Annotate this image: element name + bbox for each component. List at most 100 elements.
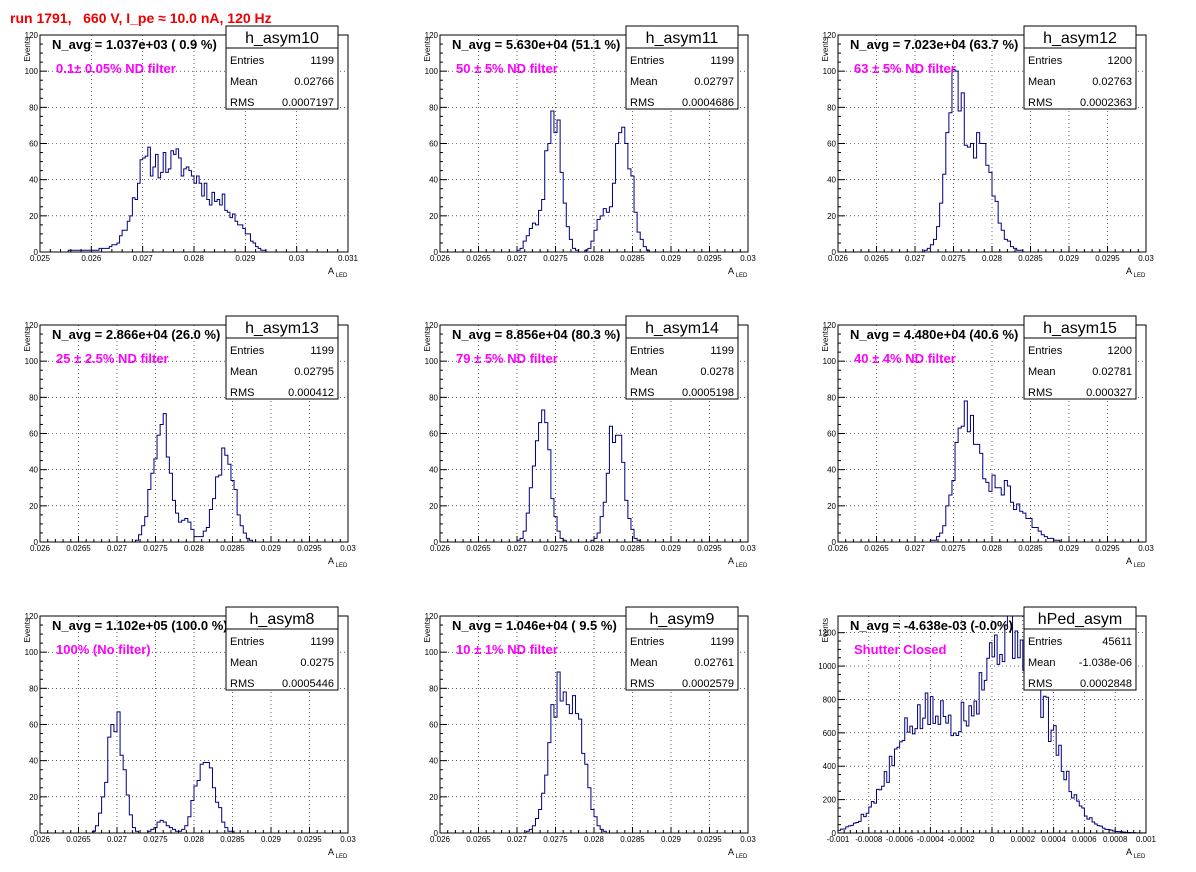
stat-value: 0.0005446 xyxy=(282,678,334,690)
stat-label: Mean xyxy=(1028,76,1056,88)
x-tick-label: 0.029 xyxy=(661,835,682,844)
x-tick-label: -0.0008 xyxy=(855,835,883,844)
stat-value: 0.0002848 xyxy=(1080,678,1132,690)
x-tick-label: 0.0275 xyxy=(941,254,966,263)
y-tick-label: 80 xyxy=(29,684,38,693)
stat-value: 0.0007197 xyxy=(282,97,334,109)
y-tick-label: 80 xyxy=(429,103,438,112)
x-tick-label: 0.026 xyxy=(81,254,102,263)
stat-label: RMS xyxy=(1028,387,1052,399)
x-axis-title: A LED xyxy=(328,556,348,569)
x-tick-label: 0 xyxy=(990,835,995,844)
stat-label: Entries xyxy=(230,636,265,648)
y-tick-label: 1000 xyxy=(818,662,836,671)
navg-label: N_avg = 1.037e+03 ( 0.9 %) xyxy=(52,37,217,52)
x-tick-label: 0.028 xyxy=(184,544,205,553)
x-axis-title: A LED xyxy=(1126,266,1146,279)
y-tick-label: 80 xyxy=(827,103,836,112)
y-tick-label: 40 xyxy=(29,757,38,766)
x-tick-label: 0.03 xyxy=(740,835,756,844)
y-tick-label: 40 xyxy=(29,466,38,475)
histogram-panel-h_asym13: 0.026 0.0265 0.027 0.0275 0.028 0.0285 0.029 0.… xyxy=(23,315,356,569)
y-tick-label: 40 xyxy=(429,757,438,766)
y-tick-label: 120 xyxy=(823,321,837,330)
x-tick-label: 0.029 xyxy=(261,835,282,844)
x-tick-label: 0.0295 xyxy=(697,254,722,263)
x-tick-label: 0.029 xyxy=(235,254,256,263)
histogram-name: h_asym8 xyxy=(250,611,315,628)
y-axis-title: Events xyxy=(423,37,432,61)
y-tick-label: 0 xyxy=(34,248,39,257)
histogram-panel-h_asym11: 0.026 0.0265 0.027 0.0275 0.028 0.0285 0.029 0.… xyxy=(423,25,756,279)
y-tick-label: 60 xyxy=(29,430,38,439)
histogram-line xyxy=(837,615,1147,834)
x-tick-label: 0.026 xyxy=(828,254,849,263)
x-tick-label: 0.028 xyxy=(584,835,605,844)
y-tick-label: 0 xyxy=(832,538,837,547)
y-axis-title: Events xyxy=(23,327,32,351)
histogram-name: hPed_asym xyxy=(1038,611,1123,628)
x-axis-title: A LED xyxy=(328,266,348,279)
stats-box xyxy=(225,606,339,691)
y-tick-label: 100 xyxy=(823,67,837,76)
navg-label: N_avg = -4.638e-03 (-0.0%) xyxy=(850,618,1013,633)
x-tick-label: 0.026 xyxy=(30,835,51,844)
x-tick-label: 0.0265 xyxy=(66,835,91,844)
stat-value: 0.000412 xyxy=(288,387,334,399)
x-tick-label: -0.0004 xyxy=(917,835,945,844)
x-tick-label: -0.0002 xyxy=(948,835,976,844)
stat-value: 0.02781 xyxy=(1092,366,1132,378)
histogram-name: h_asym13 xyxy=(245,320,319,337)
x-tick-label: 0.0275 xyxy=(143,544,168,553)
stat-value: -1.038e-06 xyxy=(1079,657,1132,669)
x-tick-label: 0.0285 xyxy=(220,835,245,844)
x-tick-label: 0.0285 xyxy=(620,544,645,553)
y-tick-label: 60 xyxy=(827,430,836,439)
x-tick-label: 0.0285 xyxy=(1018,544,1043,553)
histogram-name: h_asym14 xyxy=(645,320,719,337)
x-tick-label: 0.0008 xyxy=(1103,835,1128,844)
stat-label: RMS xyxy=(1028,678,1052,690)
y-tick-label: 0 xyxy=(434,248,439,257)
stat-value: 0.0002579 xyxy=(682,678,734,690)
histogram-name: h_asym9 xyxy=(650,611,715,628)
y-tick-label: 40 xyxy=(827,466,836,475)
y-tick-label: 600 xyxy=(823,729,837,738)
filter-label: 40 ± 4% ND filter xyxy=(854,351,956,366)
x-tick-label: 0.0275 xyxy=(543,544,568,553)
stat-value: 1199 xyxy=(710,345,734,357)
navg-label: N_avg = 7.023e+04 (63.7 %) xyxy=(850,37,1018,52)
stat-value: 45611 xyxy=(1102,636,1132,648)
stat-label: Mean xyxy=(230,76,258,88)
stat-label: RMS xyxy=(230,97,254,109)
y-tick-label: 0 xyxy=(434,538,439,547)
x-tick-label: 0.0265 xyxy=(466,544,491,553)
x-tick-label: 0.03 xyxy=(1138,544,1154,553)
y-tick-label: 60 xyxy=(429,140,438,149)
stat-label: Mean xyxy=(630,76,658,88)
x-tick-label: 0.028 xyxy=(584,544,605,553)
stat-label: RMS xyxy=(630,387,654,399)
y-tick-label: 100 xyxy=(823,357,837,366)
stat-value: 0.02795 xyxy=(294,366,334,378)
stat-label: Entries xyxy=(1028,345,1063,357)
y-tick-label: 100 xyxy=(425,648,439,657)
x-tick-label: 0.0265 xyxy=(864,254,889,263)
stat-value: 1199 xyxy=(710,636,734,648)
y-tick-label: 100 xyxy=(25,648,39,657)
histogram-panel-hPed_asym: -0.001 -0.0008 -0.0006 -0.0004 -0.0002 0 0.000… xyxy=(818,606,1157,860)
stat-label: RMS xyxy=(630,678,654,690)
x-tick-label: 0.0285 xyxy=(220,544,245,553)
x-tick-label: 0.029 xyxy=(1059,544,1080,553)
x-tick-label: 0.0285 xyxy=(620,835,645,844)
stat-label: Entries xyxy=(230,55,265,67)
x-tick-label: 0.029 xyxy=(661,254,682,263)
x-tick-label: 0.027 xyxy=(905,254,926,263)
navg-label: N_avg = 5.630e+04 (51.1 %) xyxy=(452,37,620,52)
y-tick-label: 60 xyxy=(429,721,438,730)
x-tick-label: 0.0275 xyxy=(941,544,966,553)
filter-label: Shutter Closed xyxy=(854,642,947,657)
y-tick-label: 20 xyxy=(827,212,836,221)
y-axis-title: Events xyxy=(23,37,32,61)
